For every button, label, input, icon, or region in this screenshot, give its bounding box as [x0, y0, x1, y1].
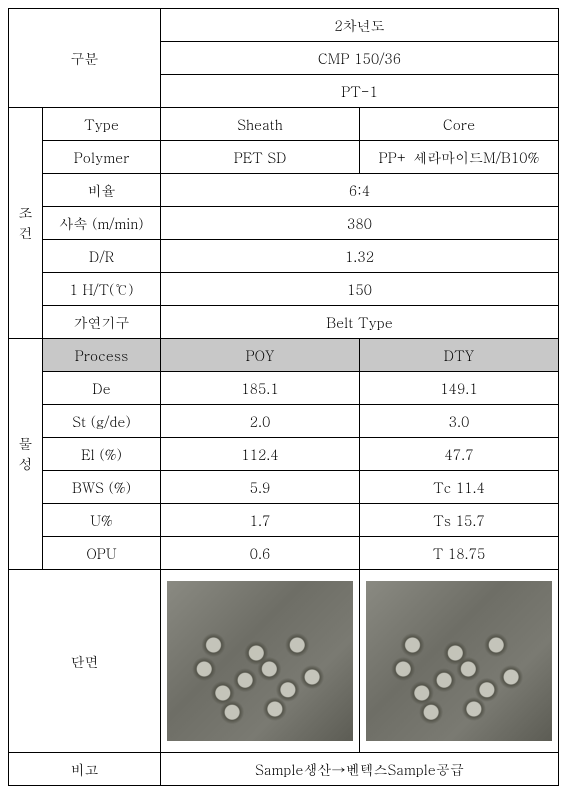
prop-c1-0: POY: [161, 339, 360, 372]
section-cross-section: 단면: [9, 570, 161, 753]
cond-label-6: 가연기구: [43, 306, 161, 339]
prop-label-2: St (g/de): [43, 405, 161, 438]
prop-c1-3: 112.4: [161, 438, 360, 471]
header-year: 2차년도: [161, 9, 559, 42]
prop-c1-4: 5.9: [161, 471, 360, 504]
prop-label-4: BWS (%): [43, 471, 161, 504]
prop-c2-1: 149.1: [360, 372, 559, 405]
prop-label-6: OPU: [43, 537, 161, 570]
cond-span-4: 1.32: [161, 240, 559, 273]
header-code: PT-1: [161, 75, 559, 108]
micrograph-left: [161, 570, 360, 753]
micrograph-image-dty: [366, 581, 552, 741]
remarks-label: 비고: [9, 753, 161, 786]
cond-label-2: 비율: [43, 174, 161, 207]
prop-c1-6: 0.6: [161, 537, 360, 570]
cond-c1-0: Sheath: [161, 108, 360, 141]
cond-c2-0: Core: [360, 108, 559, 141]
remarks-value: Sample생산→벤텍스Sample공급: [161, 753, 559, 786]
prop-c1-2: 2.0: [161, 405, 360, 438]
header-gubun: 구분: [9, 9, 161, 108]
cond-span-5: 150: [161, 273, 559, 306]
prop-c1-5: 1.7: [161, 504, 360, 537]
micrograph-right: [360, 570, 559, 753]
spec-table: 구분 2차년도 CMP 150/36 PT-1 조 건 Type Sheath …: [8, 8, 559, 786]
prop-label-0: Process: [43, 339, 161, 372]
cond-label-4: D/R: [43, 240, 161, 273]
prop-c2-6: T 18.75: [360, 537, 559, 570]
prop-c1-1: 185.1: [161, 372, 360, 405]
prop-label-1: De: [43, 372, 161, 405]
section-properties: 물 성: [9, 339, 43, 570]
prop-c2-3: 47.7: [360, 438, 559, 471]
cond-c2-1: PP+ 세라마이드M/B10%: [360, 141, 559, 174]
cond-span-3: 380: [161, 207, 559, 240]
micrograph-image-poy: [167, 581, 353, 741]
cond-span-6: Belt Type: [161, 306, 559, 339]
cond-label-5: 1 H/T(℃): [43, 273, 161, 306]
prop-c2-4: Tc 11.4: [360, 471, 559, 504]
prop-label-3: El (%): [43, 438, 161, 471]
header-model: CMP 150/36: [161, 42, 559, 75]
cond-label-0: Type: [43, 108, 161, 141]
cond-span-2: 6:4: [161, 174, 559, 207]
cond-c1-1: PET SD: [161, 141, 360, 174]
prop-c2-5: Ts 15.7: [360, 504, 559, 537]
prop-c2-0: DTY: [360, 339, 559, 372]
section-conditions: 조 건: [9, 108, 43, 339]
cond-label-3: 사속 (m/min): [43, 207, 161, 240]
prop-label-5: U%: [43, 504, 161, 537]
prop-c2-2: 3.0: [360, 405, 559, 438]
cond-label-1: Polymer: [43, 141, 161, 174]
